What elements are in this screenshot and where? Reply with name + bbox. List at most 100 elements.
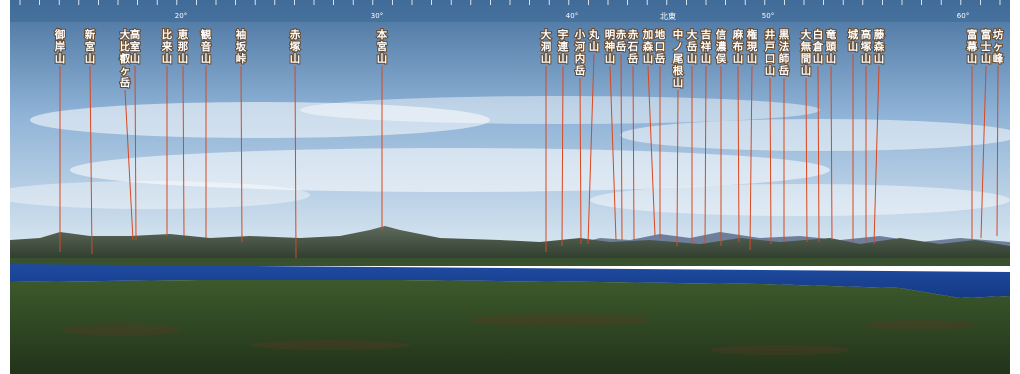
- peak-label: 大比叡ヶ岳: [119, 28, 131, 89]
- peak-marker: 宇連山: [557, 27, 570, 247]
- peak-marker: 赤石岳: [626, 27, 640, 241]
- peak-marker: 高室山: [129, 27, 142, 241]
- peak-label: 本宮山: [377, 28, 388, 65]
- peak-marker: 信濃俣: [714, 27, 728, 246]
- peak-leader-line: [749, 65, 753, 251]
- peak-leader-line: [632, 65, 635, 241]
- peak-label: 新宮山: [85, 28, 96, 65]
- peak-marker: 中ノ尾根山: [672, 27, 685, 247]
- compass-ticks: [19, 0, 1001, 5]
- peak-leader-line: [579, 77, 582, 245]
- peak-label: 井戸口山: [764, 28, 776, 77]
- peak-marker: 富士山: [980, 27, 993, 239]
- peak-label: 丸山: [588, 28, 600, 53]
- peak-label: 大無間山: [801, 28, 812, 77]
- peak-leader-line: [676, 89, 679, 247]
- peak-label: 加森山: [642, 28, 654, 65]
- peak-marker: 加森山: [641, 27, 656, 237]
- peak-marker: 坊ヶ峰: [992, 27, 1005, 237]
- peak-marker: 新宮山: [84, 27, 97, 255]
- peak-leader-line: [587, 53, 595, 245]
- peak-leader-line: [980, 65, 987, 239]
- degree-label-30: 30°: [371, 12, 383, 20]
- peak-leader-line: [182, 65, 185, 237]
- direction-label: 北東: [660, 11, 676, 21]
- peak-marker: 大無間山: [800, 27, 813, 243]
- peak-marker: 井戸口山: [763, 27, 777, 245]
- peak-label: 赤石岳: [627, 28, 639, 65]
- peak-label: 城山: [848, 28, 859, 53]
- foreground-terrain: [10, 280, 1010, 374]
- peak-marker: 小河内岳: [573, 27, 587, 245]
- peak-marker: 比来山: [160, 27, 174, 236]
- peak-label: 中ノ尾根山: [673, 28, 684, 89]
- peak-label: 権現山: [747, 28, 758, 65]
- peak-marker: 城山: [847, 27, 860, 242]
- peak-label: 麻布山: [732, 28, 744, 65]
- peak-marker: 観音山: [200, 27, 213, 238]
- peak-marker: 黒法師岳: [778, 28, 791, 242]
- peak-marker: 本宮山: [376, 27, 389, 230]
- peak-marker: 赤塚山: [289, 27, 302, 259]
- peak-leader-line: [134, 65, 137, 241]
- peak-label: 明神山: [605, 29, 616, 65]
- clouds: [0, 96, 1020, 216]
- peak-marker: 丸山: [587, 27, 601, 245]
- peak-label: 高塚山: [861, 28, 872, 65]
- peak-leader-line: [830, 65, 833, 241]
- peak-marker: 竜頭山: [825, 27, 838, 241]
- peak-label: 黒法師岳: [779, 29, 790, 77]
- peak-label: 坊ヶ峰: [993, 28, 1004, 65]
- peak-marker: 地口岳: [654, 27, 667, 238]
- peak-marker: 白倉山: [811, 27, 825, 243]
- peak-marker: 麻布山: [731, 27, 745, 243]
- foreground-texture: [60, 314, 975, 355]
- peak-leader-line: [704, 65, 707, 245]
- peak-label: 恵那山: [178, 28, 189, 65]
- peak-label: 高室山: [130, 28, 141, 65]
- peak-leader-line: [647, 65, 656, 237]
- peak-label: 赤岳: [616, 28, 627, 53]
- peak-leader-line: [561, 65, 564, 247]
- peak-label: 比来山: [161, 28, 173, 65]
- peak-leader-line: [294, 65, 297, 259]
- peak-leader-line: [620, 53, 623, 241]
- peak-label: 地口岳: [655, 28, 666, 65]
- peak-leader-line: [124, 89, 134, 241]
- peak-marker: 大岳山: [686, 27, 699, 244]
- compass-strip: [10, 0, 1010, 22]
- near-plain: [10, 258, 1010, 266]
- degree-label-20: 20°: [175, 12, 187, 20]
- peak-marker: 明神山: [604, 28, 617, 241]
- peak-leader-line: [89, 65, 93, 255]
- peak-label: 袖坂峠: [236, 28, 247, 65]
- peak-marker: 吉祥山: [700, 27, 713, 245]
- peak-label: 富幕山: [966, 28, 978, 65]
- peak-label: 小河内岳: [574, 28, 586, 77]
- degree-label-40: 40°: [566, 12, 578, 20]
- peak-leader-line: [873, 65, 880, 245]
- peak-label: 大洞山: [541, 28, 552, 65]
- bay-water: [10, 264, 1010, 298]
- peak-leader-line: [737, 65, 740, 243]
- peak-label: 赤塚山: [290, 28, 301, 65]
- peak-label: 藤森山: [873, 28, 885, 65]
- peak-leader-line: [805, 77, 808, 243]
- peak-label: 宇連山: [558, 28, 569, 65]
- peak-label: 白倉山: [812, 28, 824, 65]
- peak-leader-line: [240, 65, 243, 243]
- peak-label: 竜頭山: [826, 28, 837, 65]
- peak-label: 御岸山: [54, 28, 66, 65]
- peak-label: 信濃俣: [715, 28, 727, 65]
- peak-leader-line: [609, 65, 617, 241]
- peak-marker: 権現山: [746, 27, 759, 251]
- peak-leader-line: [996, 65, 999, 237]
- degree-label-60: 60°: [957, 12, 969, 20]
- peak-marker: 恵那山: [177, 27, 190, 237]
- peak-marker: 高塚山: [860, 27, 873, 242]
- peak-marker: 富幕山: [965, 27, 979, 240]
- peak-leader-line: [769, 77, 772, 245]
- mountain-range: [10, 226, 1010, 262]
